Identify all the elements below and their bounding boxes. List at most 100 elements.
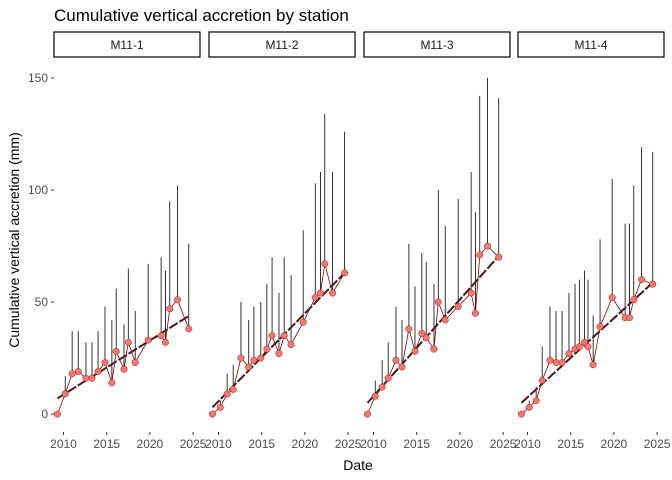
x-tick-label: 2010: [205, 437, 232, 451]
data-point: [467, 289, 475, 297]
data-point: [589, 361, 597, 369]
data-point: [418, 329, 426, 337]
x-tick-label: 2015: [93, 437, 120, 451]
x-tick-label: 2025: [644, 437, 671, 451]
data-point: [166, 305, 174, 313]
data-point: [263, 345, 271, 353]
data-point: [311, 294, 319, 301]
data-point: [454, 303, 462, 310]
data-point: [398, 363, 406, 371]
facet-panel: M11-4 2010 2015 2020 2025: [514, 31, 671, 451]
data-point: [257, 354, 265, 362]
data-point: [584, 343, 592, 351]
data-point: [608, 294, 616, 301]
facet-strip-label: M11-1: [110, 38, 143, 52]
facet-strip-label: M11-3: [420, 38, 453, 52]
data-point: [321, 260, 329, 268]
data-point: [245, 363, 253, 371]
data-point: [112, 347, 120, 355]
x-tick-label: 2025: [180, 437, 207, 451]
data-point: [434, 298, 442, 306]
data-point: [316, 289, 324, 297]
x-tick-label: 2010: [50, 437, 77, 451]
data-point: [518, 410, 525, 418]
data-point: [364, 410, 371, 418]
data-point: [341, 269, 349, 277]
x-tick-label: 2010: [514, 437, 541, 451]
facet-panel: M11-3 2010 2015 2020 2025: [360, 31, 517, 451]
data-point: [275, 350, 283, 358]
x-tick-label: 2020: [137, 437, 164, 451]
data-point: [280, 332, 288, 340]
y-tick-label: 100: [28, 183, 48, 197]
data-point: [237, 354, 245, 362]
data-point: [638, 276, 645, 284]
y-axis: 0 50 100 150: [28, 71, 54, 421]
data-point: [441, 316, 449, 324]
facet-panel: M11-1 2010 2015 2020 2025: [50, 31, 207, 451]
y-tick-label: 0: [41, 407, 48, 421]
data-point: [216, 403, 224, 411]
data-point: [484, 242, 491, 250]
facet-panel: M11-2 2010 2015 2020 2025: [205, 31, 362, 451]
data-point: [94, 368, 102, 375]
facet-strip-label: M11-4: [574, 38, 607, 52]
data-point: [405, 325, 413, 333]
x-axis-title: Date: [343, 457, 373, 473]
chart-title: Cumulative vertical accretion by station: [54, 6, 349, 25]
x-tick-label: 2025: [335, 437, 362, 451]
x-tick-label: 2025: [490, 437, 517, 451]
data-point: [649, 280, 657, 288]
data-point: [422, 334, 430, 342]
x-tick-label: 2020: [292, 437, 319, 451]
data-point: [209, 410, 216, 418]
data-point: [392, 356, 400, 364]
data-point: [384, 374, 392, 382]
data-point: [552, 359, 560, 366]
data-point: [174, 296, 181, 304]
data-point: [229, 385, 237, 393]
data-point: [120, 365, 128, 373]
data-point: [223, 390, 231, 398]
data-point: [268, 332, 276, 340]
data-point: [525, 403, 533, 411]
data-point: [108, 379, 116, 387]
data-point: [371, 392, 379, 400]
data-point: [476, 251, 484, 259]
data-point: [61, 390, 69, 398]
data-point: [161, 338, 169, 346]
data-point: [495, 253, 503, 261]
facet-strip: [363, 31, 511, 58]
trend-line: [56, 314, 191, 400]
facet-strip: [517, 31, 665, 58]
data-point: [558, 359, 566, 366]
data-point: [378, 383, 386, 391]
y-tick-label: 150: [28, 71, 48, 85]
data-point: [54, 410, 61, 418]
facet-strip-label: M11-2: [265, 38, 298, 52]
facet-strip: [208, 31, 356, 58]
data-point: [157, 332, 165, 340]
x-tick-label: 2010: [360, 437, 387, 451]
data-point: [565, 350, 573, 358]
data-point: [82, 374, 90, 382]
data-point: [538, 377, 546, 384]
x-tick-label: 2015: [557, 437, 584, 451]
x-tick-label: 2020: [601, 437, 628, 451]
data-point: [329, 289, 336, 297]
data-point: [124, 338, 132, 346]
x-tick-label: 2020: [447, 437, 474, 451]
data-point: [411, 347, 419, 355]
data-point: [250, 356, 258, 364]
data-point: [131, 359, 139, 366]
data-point: [287, 341, 295, 349]
data-point: [546, 356, 554, 364]
data-point: [575, 343, 583, 351]
panels-layer: M11-1 2010 2015 2020 2025 M11-2 2010 2015 2020 20…: [50, 31, 671, 451]
data-point: [144, 336, 152, 344]
data-point: [68, 370, 76, 378]
data-point: [430, 345, 438, 353]
y-axis-title: Cumulative vertical accretion (mm): [6, 132, 22, 348]
facet-strip: [53, 31, 201, 58]
